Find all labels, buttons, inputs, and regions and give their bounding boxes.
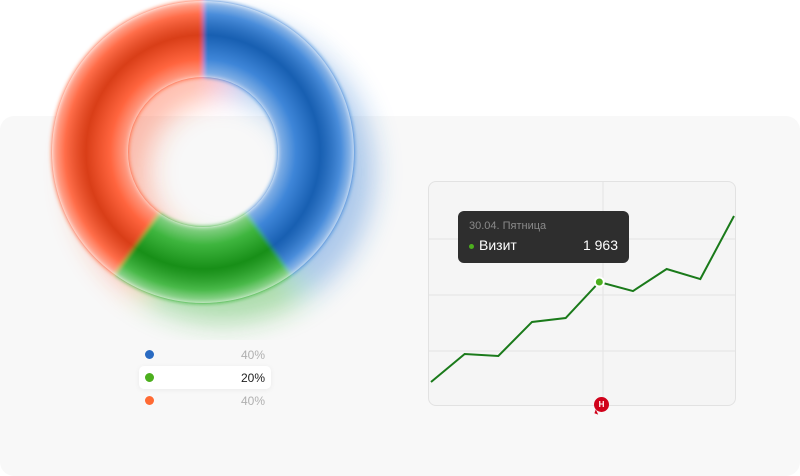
legend-value: 40%: [240, 393, 265, 408]
legend-item-orange[interactable]: 40%: [139, 389, 271, 412]
donut-legend: 40% 20% 40%: [139, 343, 271, 412]
marker-badge[interactable]: Н: [594, 397, 609, 412]
legend-dot: [145, 373, 154, 382]
series-line: [430, 215, 735, 383]
highlight-point[interactable]: [593, 276, 605, 288]
legend-item-green[interactable]: 20%: [139, 366, 271, 389]
legend-dot: [145, 350, 154, 359]
tooltip-date: 30.04. Пятница: [469, 220, 547, 232]
legend-dot: [145, 396, 154, 405]
donut-chart: [52, 1, 374, 323]
series-dot: [469, 243, 474, 249]
tooltip-series-name: Визит: [479, 237, 517, 253]
legend-value: 20%: [240, 370, 265, 385]
tooltip-value: 1 963: [582, 237, 618, 253]
legend-value: 40%: [240, 347, 265, 362]
donut-shading: [52, 1, 354, 303]
legend-item-blue[interactable]: 40%: [139, 343, 271, 366]
chart-tooltip: 30.04. Пятница Визит 1 963: [458, 211, 629, 263]
